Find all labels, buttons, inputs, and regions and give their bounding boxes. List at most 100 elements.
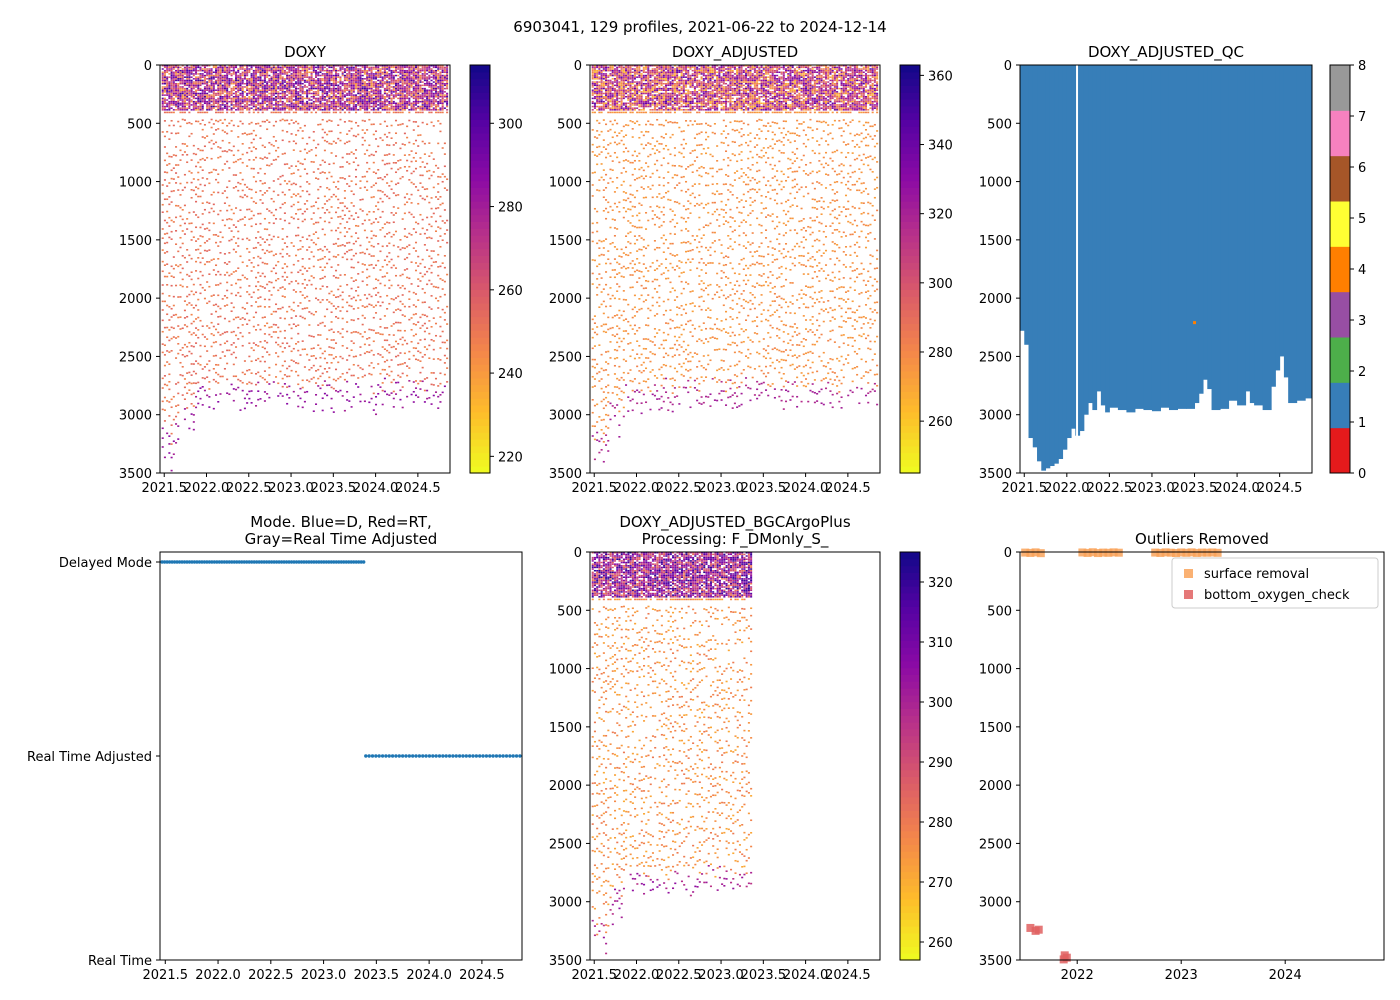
panel-doxy-cell	[359, 99, 362, 101]
panel-doxy-cell	[317, 100, 320, 103]
panel-doxy-cell	[263, 298, 266, 301]
panel-doxy-cell	[297, 92, 300, 95]
panel-doxy-cell	[237, 136, 240, 138]
panel-doxy-cell	[248, 355, 251, 358]
panel-doxy-cell	[195, 94, 198, 96]
panel-doxy-cell	[217, 109, 220, 111]
panel-doxy-cell	[308, 267, 311, 270]
panel-doxy-cell	[181, 242, 184, 245]
panel-doxy-cell	[270, 313, 273, 315]
panel-doxy-cell	[339, 222, 342, 225]
panel-doxy-cell	[277, 97, 280, 100]
panel-doxy-cell	[161, 300, 164, 303]
panel-doxy-cell	[199, 283, 202, 286]
panel-doxy-cell	[401, 66, 404, 69]
panel-doxy-cell	[348, 100, 351, 103]
panel-doxy-cell	[170, 398, 173, 401]
panel-doxy-cell	[361, 376, 364, 378]
panel-doxy-cell	[374, 138, 378, 140]
panel-doxy-cell	[295, 97, 298, 100]
panel-doxy-cell	[186, 286, 189, 288]
panel-doxy-cell	[312, 86, 315, 88]
panel-doxy-cell	[414, 92, 418, 95]
panel-doxy-cell	[199, 89, 202, 91]
panel-doxy-cell	[190, 94, 193, 96]
panel-doxy-cell	[237, 181, 240, 184]
panel-doxy-cell	[232, 107, 235, 109]
panel-doxy-cell	[172, 97, 175, 100]
panel-doxy-cell	[295, 78, 298, 80]
panel-doxy-cell	[183, 111, 186, 114]
panel-doxy-cell	[163, 120, 166, 122]
panel-doxy-cell	[288, 91, 291, 93]
panel-doxy-cell	[190, 89, 193, 91]
panel-doxy-cell	[381, 73, 384, 75]
panel-doxy-cell	[248, 342, 251, 345]
panel-doxy-cell	[394, 183, 398, 186]
panel-doxy-cell	[332, 66, 335, 69]
panel-doxy-cell	[334, 102, 338, 105]
panel-doxy-cell	[317, 66, 320, 69]
panel-doxy-cell	[279, 109, 282, 111]
panel-doxy-cell	[390, 102, 393, 105]
panel-doxy-cell	[290, 104, 293, 106]
panel-doxy-cell	[252, 94, 255, 96]
panel-doxy-cell	[321, 299, 324, 301]
panel-doxy-cell	[328, 301, 331, 303]
panel-doxy-cell	[383, 91, 386, 93]
panel-doxy-cell	[270, 86, 273, 88]
panel-doxy-cell	[363, 91, 366, 93]
panel-doxy-cell	[179, 215, 182, 218]
panel-doxy-cell	[388, 81, 391, 83]
panel-doxy-cell	[261, 73, 264, 75]
panel-doxy-cell	[197, 216, 200, 219]
panel-doxy-cell	[388, 394, 391, 396]
panel-doxy-cell	[279, 345, 282, 348]
panel-doxy-cell	[217, 120, 220, 123]
panel-doxy-cell	[239, 295, 242, 298]
panel-doxy-cell	[195, 406, 198, 409]
panel-doxy-cell	[270, 281, 273, 284]
panel-doxy-cell	[212, 96, 215, 98]
panel-doxy-cell	[297, 74, 300, 77]
panel-doxy-cell	[226, 89, 229, 91]
panel-doxy-cell	[381, 276, 384, 278]
panel-doxy-cell	[268, 68, 271, 70]
panel-doxy-cell	[317, 259, 320, 261]
panel-doxy-cell	[250, 382, 253, 385]
panel-doxy-cell	[381, 159, 384, 162]
panel-doxy-cell	[374, 96, 378, 98]
panel-doxy-cell	[310, 78, 313, 80]
panel-doxy-cell	[201, 377, 204, 379]
panel-doxy-cell	[268, 281, 271, 283]
panel-doxy-cell	[219, 111, 222, 114]
panel-doxy-cell	[332, 140, 335, 143]
panel-doxy-cell	[350, 92, 353, 95]
panel-doxy-cell	[377, 82, 380, 85]
panel-doxy-cell	[170, 73, 173, 75]
panel-doxy-cell	[186, 74, 189, 77]
panel-doxy-cell	[379, 177, 382, 179]
panel-doxy-cell	[188, 350, 191, 353]
panel-doxy-cell	[334, 296, 338, 299]
panel-doxy-cell	[337, 76, 340, 78]
panel-doxy-cell	[221, 107, 224, 109]
panel-doxy-cell	[323, 368, 326, 370]
panel-doxy-cell	[228, 96, 231, 98]
panel-doxy-cell	[386, 68, 389, 70]
panel-doxy-cell	[388, 102, 391, 105]
panel-doxy-cell	[170, 443, 173, 445]
panel-doxy-cell	[372, 102, 375, 105]
panel-doxy-cell	[201, 136, 204, 138]
panel-doxy-cell	[292, 99, 295, 101]
panel-doxy-cell	[339, 100, 342, 103]
panel-doxy-cell	[208, 65, 211, 67]
panel-doxy-cell	[328, 79, 331, 82]
panel-doxy-cell	[341, 68, 344, 70]
panel-doxy-cell	[299, 97, 302, 100]
panel-doxy-cell	[170, 71, 173, 74]
panel-doxy-cell	[237, 105, 240, 108]
panel-doxy-cell	[303, 218, 306, 221]
panel-doxy-cell	[328, 142, 331, 145]
panel-doxy-cell	[232, 342, 235, 344]
